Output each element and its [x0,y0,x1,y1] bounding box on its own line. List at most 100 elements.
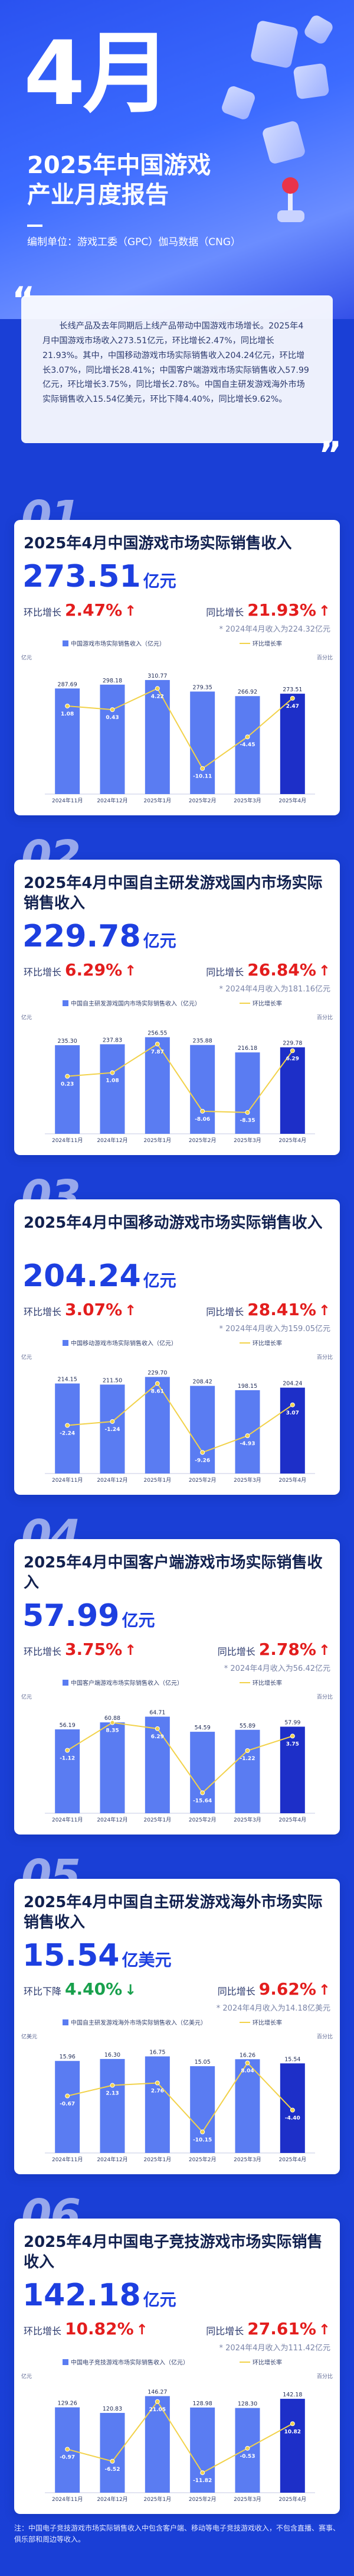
section-02: 02 2025年4月中国自主研发游戏国内市场实际销售收入 229.78 亿元 环比增长 6… [14,831,340,1155]
legend-bar-label: 中国电子竞技游戏市场实际销售收入（亿元） [71,2359,189,2366]
arrow-up-icon: ↑ [318,1302,330,1319]
bar [55,1045,80,1134]
rate-value-label: -1.12 [60,1756,75,1762]
rate-point [155,2080,160,2086]
rate-point [290,2421,295,2427]
section-number: 04 [21,1511,81,1562]
bar-value-label: 208.42 [193,1379,212,1385]
x-tick-label: 2025年4月 [279,1137,307,1144]
growth-row: 环比增长 3.75% ↑ 同比增长 2.78% ↑ [24,1640,330,1660]
bar-value-label: 279.35 [193,684,212,691]
rate-value-label: 6.29 [151,1734,164,1740]
mom-growth: 环比增长 6.29% ↑ [24,960,136,980]
bar-value-label: 266.92 [238,689,257,695]
yoy-growth: 同比增长 27.61% ↑ [206,2319,330,2338]
bar [145,1377,170,1474]
bar-value-label: 216.18 [238,1045,257,1052]
section-03: 03 2025年4月中国移动游戏市场实际销售收入 204.24 亿元 环比增长 3.07%… [14,1171,340,1495]
yoy-value: 2.78% [258,1640,316,1659]
decor-cube [261,120,306,165]
arrow-up-icon: ↑ [318,603,330,619]
editor-line: 编制单位：游戏工委（GPC）伽马数据（CNG） [27,236,241,248]
x-tick-label: 2024年12月 [97,797,127,804]
decor-cube [302,13,335,46]
rate-value-label: 6.29 [286,1056,299,1062]
hero-banner: 4月 2025年中国游戏 产业月度报告 编制单位：游戏工委（GPC）伽马数据（C… [0,0,354,319]
legend-bar-label: 中国移动游戏市场实际销售收入（亿元） [71,1339,177,1347]
mom-value: 3.75% [65,1640,123,1659]
rate-point [290,2107,295,2113]
x-tick-label: 2025年2月 [189,1137,217,1144]
rate-value-label: -0.53 [240,2454,255,2460]
rate-point [155,1726,160,1731]
rate-line [67,2401,293,2474]
rate-value-label: -9.26 [195,1458,210,1463]
bar-value-label: 60.88 [104,1715,120,1722]
summary-box: 长线产品及去年同期后上线产品带动中国游戏市场增长。2025年4月中国游戏市场收入… [21,295,333,443]
x-tick-label: 2025年1月 [144,2156,172,2163]
yoy-label: 同比增长 [206,967,244,978]
section-04: 04 2025年4月中国客户端游戏市场实际销售收入 57.99 亿元 环比增长 3.75%… [14,1511,340,1835]
bar-value-label: 57.99 [284,1719,300,1726]
mom-value: 2.47% [65,600,123,620]
x-tick-label: 2025年1月 [144,1816,172,1823]
bar-value-label: 235.88 [193,1038,212,1045]
value-number: 142.18 [22,2278,141,2313]
chart-05: 中国自主研发游戏海外市场实际销售收入（亿美元） 环比增长率 亿美元 百分比 15.96 2… [19,2015,335,2170]
arrow-up-icon: ↑ [124,603,137,619]
y-axis-right-label: 百分比 [317,2033,333,2040]
rate-point [65,2093,70,2099]
yoy-label: 同比增长 [206,607,244,618]
mom-growth: 环比增长 10.82% ↑ [24,2319,148,2338]
bar-value-label: 287.69 [58,681,77,688]
bar [235,1052,260,1134]
rate-point [155,1381,160,1386]
summary-text: 长线产品及去年同期后上线产品带动中国游戏市场增长。2025年4月中国游戏市场收入… [42,321,309,405]
rate-point [200,1450,205,1455]
section-title: 2025年4月中国自主研发游戏国内市场实际销售收入 [24,874,323,912]
bar [280,2399,305,2493]
bar-value-label: 146.27 [148,2389,167,2396]
rate-line [67,2062,293,2133]
x-tick-label: 2025年3月 [234,1816,261,1823]
legend-bar-swatch [63,1000,68,1006]
bar-value-label: 310.77 [148,673,167,679]
mom-label: 环比增长 [24,1646,62,1657]
mom-value: 3.07% [65,1300,123,1319]
arrow-up-icon: ↑ [124,1642,137,1658]
rate-point [200,766,205,771]
yoy-value: 9.62% [258,1979,316,1999]
rate-value-label: -8.06 [195,1117,210,1123]
y-axis-left-label: 亿美元 [21,2033,37,2040]
page-title: 2025年中国游戏 产业月度报告 [27,152,211,209]
rate-value-label: 8.61 [151,1389,164,1395]
rate-value-label: 3.07 [286,1410,299,1416]
bar [190,1385,215,1474]
bar [100,2058,125,2153]
value-number: 15.54 [22,1938,120,1973]
arrow-up-icon: ↑ [124,962,137,979]
rate-point [110,1070,115,1075]
x-tick-label: 2024年12月 [97,1137,127,1144]
rate-value-label: -2.24 [60,1430,75,1436]
x-tick-label: 2025年3月 [234,2156,261,2163]
y-axis-right-label: 百分比 [317,2373,333,2380]
bar-value-label: 256.55 [148,1030,167,1037]
bar-value-label: 128.98 [193,2401,212,2407]
bar [100,2412,125,2493]
x-tick-label: 2025年4月 [279,2156,307,2163]
rate-value-label: -1.24 [105,1427,120,1433]
x-tick-label: 2025年2月 [189,797,217,804]
section-title: 2025年4月中国自主研发游戏海外市场实际销售收入 [24,1894,323,1931]
rate-point [290,1733,295,1739]
legend-bar-label: 中国客户端游戏市场实际销售收入（亿元） [71,1679,183,1687]
bar [190,1732,215,1813]
bar [280,1726,305,1813]
legend-bar-swatch [63,2019,68,2025]
section-value: 57.99 亿元 [22,1601,155,1631]
rate-value-label: 21.05 [149,2407,166,2413]
bar [145,679,170,794]
decor-cube [220,84,257,121]
